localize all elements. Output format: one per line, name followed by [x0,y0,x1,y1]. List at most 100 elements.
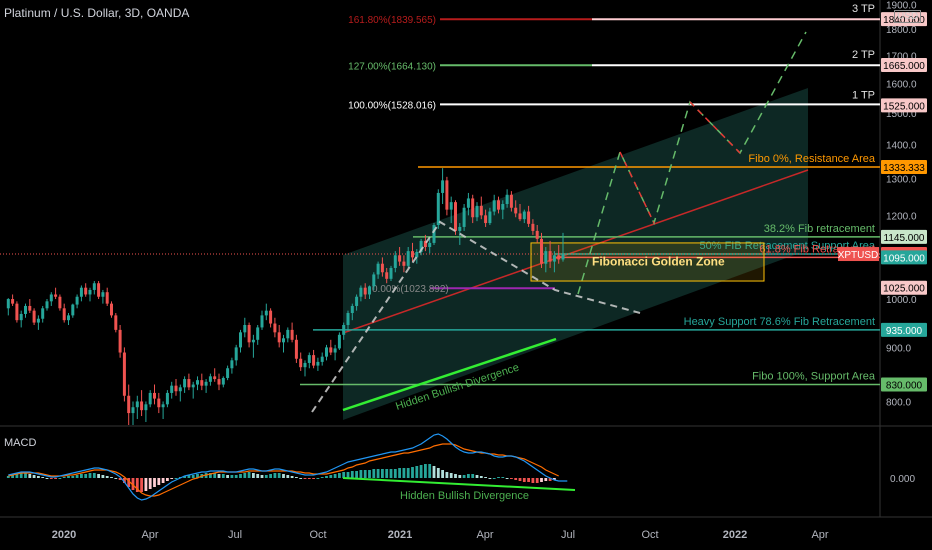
macd-histogram-bar [479,476,483,478]
price-badge: 1095.000 [883,253,925,264]
candle-body [428,242,432,248]
candle-body [282,338,285,343]
macd-histogram-bar [402,468,406,478]
candle-body [368,286,371,295]
candle-body [256,327,260,340]
candle-body [307,355,311,363]
macd-histogram-bar [19,473,23,478]
candle-body [247,324,251,343]
price-tick-label: 1200.0 [886,211,917,222]
macd-histogram-bar [273,473,277,478]
currency-badge[interactable]: USD [894,10,922,23]
macd-histogram-bar [389,469,393,478]
candle-body [540,238,543,264]
candle-body [346,313,350,325]
macd-histogram-bar [398,468,401,478]
macd-histogram-bar [252,473,255,478]
macd-histogram-bar [49,478,53,479]
candle-body [187,379,191,388]
price-badge: 1333.333 [883,163,925,174]
macd-histogram-bar [131,478,135,490]
candle-body [449,202,453,210]
macd-histogram-bar [415,466,419,478]
candle-body [423,240,427,248]
dashed-projection-red-2 [689,101,741,154]
candle-body [49,294,53,302]
candle-body [462,207,466,227]
candle-body [299,358,303,368]
price-badge-bg [881,322,927,337]
macd-histogram-bar [114,478,118,479]
candle-body [32,310,36,323]
candle-body [269,310,273,324]
candle-body [355,296,359,306]
macd-histogram-bar [54,478,57,479]
price-badge: 1145.000 [884,233,925,244]
macd-histogram-bar [471,474,475,478]
macd-histogram-bar [221,474,225,478]
price-badge-bg [881,280,927,295]
level-label-0: Fibo 0%, Resistance Area [748,153,875,165]
macd-histogram-bar [260,475,264,478]
macd-histogram-bar [174,478,178,479]
candle-body [411,251,414,258]
macd-histogram-bar [24,473,27,478]
macd-histogram-bar [6,476,10,478]
fib-label-0: 161.80%(1839.565) [348,15,436,26]
macd-histogram-bar [535,478,539,483]
candle-body [406,251,410,266]
macd-histogram-bar [475,475,479,478]
macd-histogram-bar [101,475,105,478]
candle-body [196,380,199,385]
macd-histogram-bar [135,478,139,492]
price-badge-bg [881,98,927,113]
candle-body [144,404,148,411]
candle-body [350,305,354,314]
candle-body [557,255,561,260]
chart-title: Platinum / U.S. Dollar, 3D, OANDA [4,6,190,20]
macd-histogram-bar [11,475,14,478]
price-tick-label: 1700.0 [886,51,917,62]
time-tick-label: Apr [811,529,828,541]
candle-body [535,230,539,239]
candle-body [92,283,96,290]
candle-body [226,368,230,378]
macd-histogram-bar [191,475,195,478]
macd-histogram-bar [264,475,268,478]
candle-body [432,225,436,243]
macd-histogram-bar [166,478,169,481]
macd-histogram-bar [269,474,272,478]
candle-body [221,377,225,385]
candle-body [101,292,105,297]
divergence-label-macd: Hidden Bullish Divergence [400,490,529,502]
macd-histogram-bar [239,474,242,478]
candle-body [191,384,195,388]
macd-histogram-bar [381,469,384,478]
candle-body [509,194,513,208]
candle-body [415,251,419,258]
macd-histogram-bar [346,472,350,478]
candle-body [54,294,58,297]
price-badge-bg [881,229,927,244]
candle-body [6,299,10,309]
macd-histogram-bar [445,472,449,478]
price-tick-label: 1500.0 [886,109,917,120]
dashed-white-path [311,220,641,413]
channel-midline [342,169,809,334]
candle-body [208,376,212,382]
macd-histogram-bar [325,476,328,478]
candle-body [552,255,556,262]
candle-body [75,296,79,305]
macd-histogram-bar [350,471,354,478]
macd-histogram-bar [510,478,513,479]
macd-histogram-bar [286,475,290,478]
macd-histogram-bar [217,474,221,478]
target-label-1: 2 TP [852,49,875,61]
macd-histogram-bar [277,473,281,478]
macd-histogram-bar [492,478,496,479]
candle-body [475,205,479,218]
candle-body [88,289,92,295]
candle-body [531,223,535,231]
macd-histogram-bar [449,473,453,478]
